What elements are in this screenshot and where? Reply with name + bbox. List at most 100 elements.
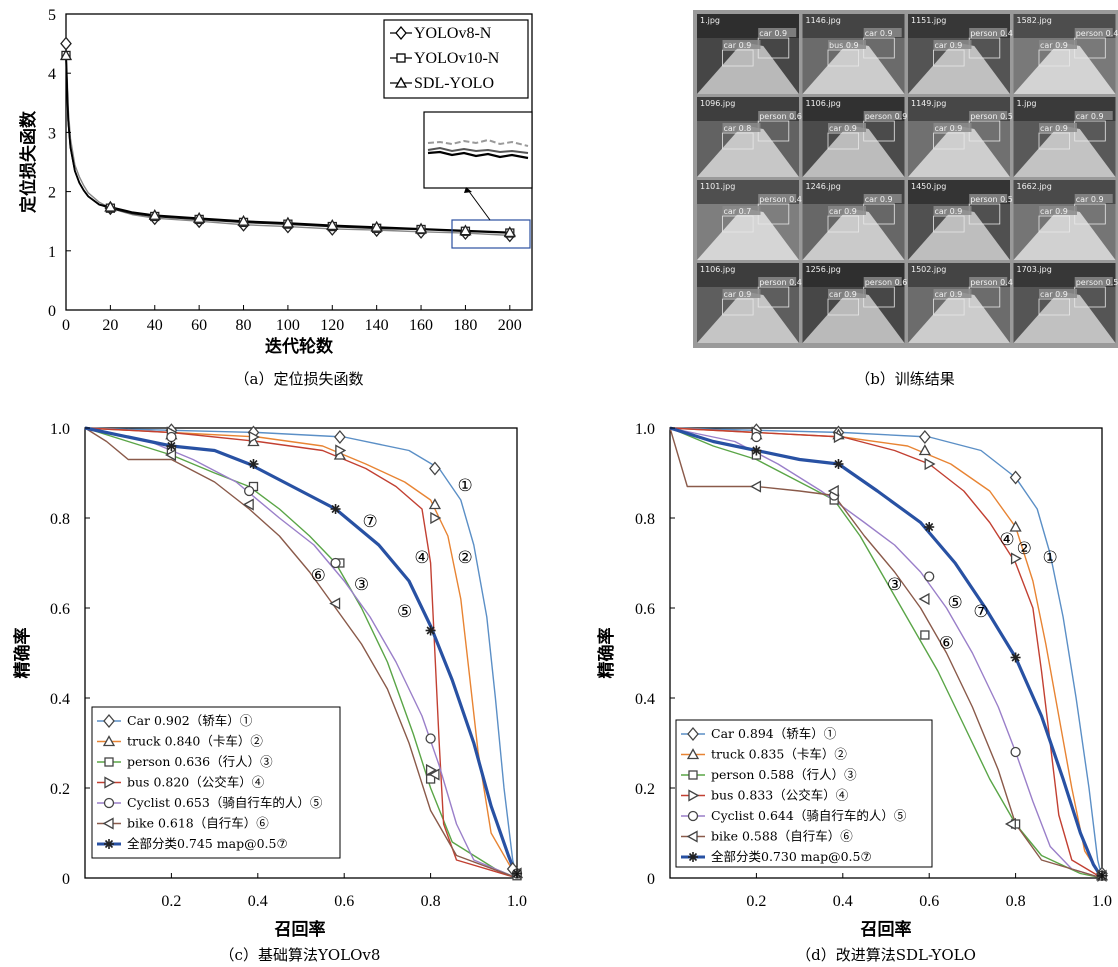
detection-label: person 0.4 (759, 195, 802, 204)
data-point-marker (425, 763, 437, 777)
x-tick-label: 200 (498, 317, 522, 334)
result-tile: 1149.jpg car 0.9 person 0.5 (908, 97, 1013, 177)
series-line (84, 426, 519, 879)
legend-marker (686, 748, 700, 760)
y-tick-label: 4 (48, 66, 56, 83)
x-tick-label: 0.6 (919, 893, 939, 910)
detection-label: person 0.4 (1076, 29, 1118, 38)
data-point-marker (244, 485, 255, 497)
tile-filename: 1146.jpg (806, 16, 841, 25)
x-axis-label: 召回率 (275, 919, 326, 940)
legend-marker (688, 770, 698, 780)
x-tick-label: 0.4 (833, 893, 853, 910)
data-point-marker (59, 49, 73, 61)
result-tile: 1106.jpg car 0.9 person 0.9 (802, 97, 908, 177)
data-point-marker (370, 220, 383, 232)
x-tick-label: 140 (365, 317, 389, 334)
x-axis-label: 迭代轮数 (265, 336, 334, 357)
series-line (84, 427, 518, 879)
legend-entry: Cyclist 0.644（骑自行车的人）⑤ (711, 808, 907, 823)
x-tick-label: 20 (102, 317, 118, 334)
x-tick-label: 180 (453, 317, 477, 334)
tile-filename: 1450.jpg (911, 182, 946, 191)
tile-filename: 1582.jpg (1017, 16, 1052, 25)
y-tick-label: 1.0 (635, 421, 655, 438)
data-point-marker (428, 498, 442, 510)
panel-a-loss-chart: 0 20 40 60 80 100 120 140 160 180 200 0 1 2 3 4 5 定位损失函数… (18, 7, 533, 388)
data-point-marker (1004, 817, 1016, 831)
tile-filename: 1703.jpg (1017, 265, 1052, 274)
data-point-marker (281, 216, 295, 228)
detection-label: car 0.9 (935, 41, 963, 50)
result-tile: 1703.jpg car 0.9 person 0.5 (1013, 263, 1118, 343)
legend-entry: Cyclist 0.653（骑自行车的人）⑤ (127, 795, 323, 810)
legend-entry: YOLOv8-N (414, 25, 492, 42)
x-tick-label: 120 (320, 317, 344, 334)
data-point-marker (326, 219, 339, 230)
legend-marker (687, 810, 699, 822)
x-tick-label: 80 (236, 317, 252, 334)
data-point-marker (833, 430, 845, 444)
x-tick-label: 40 (147, 317, 163, 334)
legend-entry: truck 0.835（卡车）② (711, 747, 847, 762)
data-point-marker (833, 459, 844, 469)
detection-label: person 0.6 (759, 112, 802, 121)
series-tag: ③ (354, 575, 369, 595)
legend-entry: bus 0.833（公交车）④ (711, 788, 849, 803)
data-point-marker (165, 448, 177, 462)
legend-marker (396, 53, 406, 63)
data-point-marker (924, 457, 936, 471)
detection-label: car 0.9 (829, 124, 857, 133)
result-tile: 1450.jpg car 0.9 person 0.5 (908, 180, 1013, 260)
caption-b: （b）训练结果 (855, 370, 955, 388)
caption-c: （c）基础算法YOLOv8 (220, 946, 381, 964)
series-line (669, 427, 1103, 879)
data-point-marker (335, 444, 347, 457)
y-tick-label: 0.4 (50, 691, 70, 708)
detection-label: person 0.5 (1076, 278, 1118, 287)
result-tile: 1101.jpg car 0.7 person 0.4 (697, 180, 802, 260)
series-tag: ① (458, 476, 473, 496)
y-tick-label: 0 (48, 303, 56, 320)
series-line (84, 427, 518, 879)
data-point-marker (1009, 470, 1022, 485)
detection-label: car 0.9 (829, 290, 857, 299)
result-tile: 1582.jpg car 0.9 person 0.4 (1013, 14, 1118, 94)
y-tick-label: 0.2 (50, 781, 70, 798)
result-tile: 1.jpg car 0.9 car 0.9 (1013, 97, 1116, 177)
legend-entry: bus 0.820（公交车）④ (127, 775, 265, 790)
y-tick-label: 0 (647, 871, 655, 888)
data-point-marker (425, 733, 436, 744)
data-point-marker (330, 504, 341, 514)
detection-label: car 0.9 (724, 290, 752, 299)
detection-label: car 0.9 (1040, 41, 1068, 50)
detection-label: car 0.9 (1040, 207, 1068, 216)
legend-marker (103, 713, 115, 729)
tile-filename: 1246.jpg (806, 182, 841, 191)
legend-marker (687, 726, 699, 742)
data-point-marker (924, 522, 935, 532)
detection-label: car 0.9 (865, 29, 893, 38)
result-tile: 1246.jpg car 0.9 car 0.9 (802, 180, 905, 260)
detection-label: person 0.9 (865, 112, 908, 121)
legend-entry: person 0.636（行人）③ (127, 754, 273, 769)
legend-marker (102, 735, 116, 747)
series-tag: ② (458, 548, 473, 568)
x-tick-label: 160 (409, 317, 433, 334)
series-tag: ⑥ (311, 566, 326, 586)
x-tick-label: 0.2 (161, 893, 181, 910)
legend-entry: Car 0.902（轿车）① (127, 713, 253, 728)
data-point-marker (1010, 746, 1021, 758)
result-tile: 1146.jpg bus 0.9 car 0.9 (802, 14, 905, 94)
legend-entry: YOLOv10-N (414, 50, 500, 67)
y-axis-label: 定位损失函数 (18, 110, 39, 213)
tile-filename: 1.jpg (1017, 99, 1037, 108)
data-point-marker (248, 459, 259, 469)
legend: Car 0.902（轿车）① truck 0.840（卡车）② person 0.6… (91, 706, 341, 859)
detection-label: car 0.9 (759, 29, 787, 38)
result-tile: 1.jpg car 0.9 car 0.9 (697, 14, 799, 94)
series-line (669, 427, 1103, 879)
detection-label: car 0.9 (1076, 195, 1104, 204)
zoom-inset (423, 111, 533, 249)
tile-filename: 1149.jpg (911, 99, 946, 108)
